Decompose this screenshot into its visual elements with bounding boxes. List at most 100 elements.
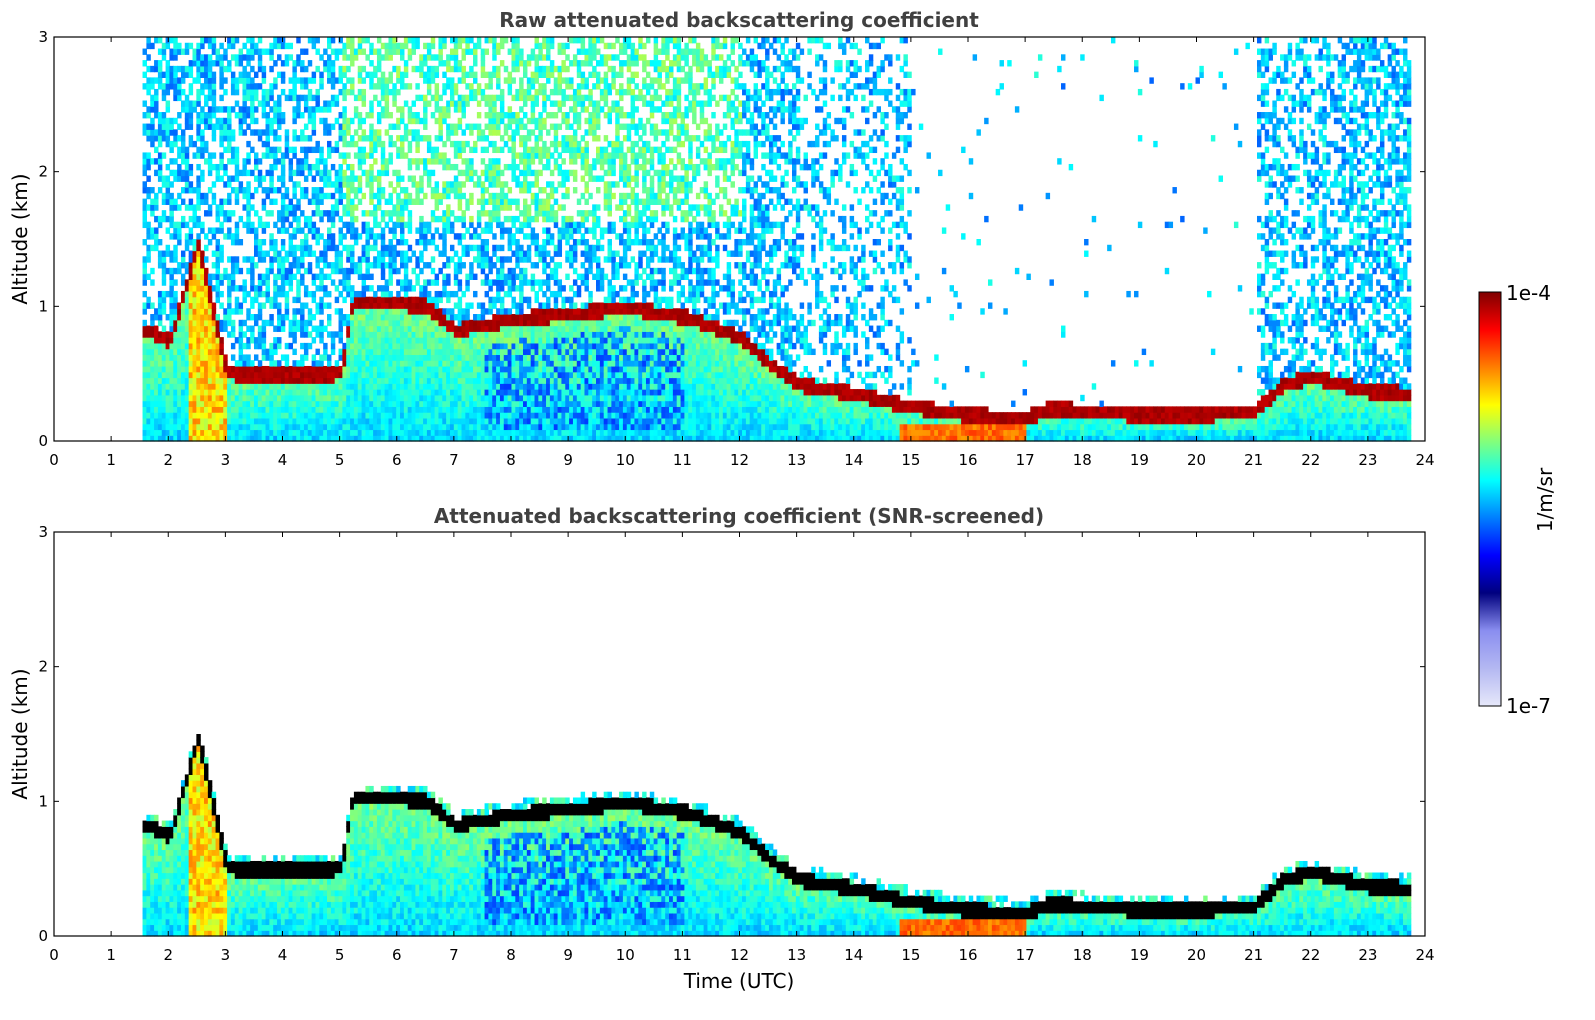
top-heatmap-cell	[423, 285, 428, 292]
top-heatmap-cell	[207, 273, 213, 280]
top-heatmap-cell	[334, 360, 340, 367]
top-heatmap-cell	[165, 331, 171, 338]
top-heatmap-cell	[303, 331, 309, 338]
top-heatmap-cell	[438, 435, 443, 442]
top-heatmap-cell	[400, 117, 405, 125]
top-heatmap-cell	[511, 233, 516, 240]
top-heatmap-cell	[503, 325, 509, 332]
top-heatmap-cell	[342, 233, 347, 240]
top-heatmap-cell	[142, 60, 147, 67]
top-heatmap-cell	[503, 417, 509, 425]
top-heatmap-cell	[184, 285, 190, 292]
top-heatmap-cell	[411, 360, 416, 367]
top-heatmap-cell	[146, 37, 151, 44]
top-heatmap-cell	[273, 198, 278, 205]
top-heatmap-cell	[296, 54, 301, 61]
top-heatmap-cell	[265, 412, 270, 419]
top-heatmap-cell	[357, 112, 363, 119]
top-heatmap-cell	[292, 412, 297, 419]
top-heatmap-cell	[223, 325, 228, 332]
top-heatmap-cell	[396, 417, 401, 425]
top-heatmap-cell	[146, 360, 151, 367]
top-heatmap-cell	[161, 48, 167, 55]
top-heatmap-cell	[423, 71, 428, 78]
top-heatmap-cell	[396, 389, 401, 396]
top-panel: 0 1 2 3 4 5 6 7 8 9 10 11 12 13 14 15 16 17 18 19 20 21 22 23 24…	[8, 28, 1435, 469]
top-heatmap-cell	[515, 412, 520, 419]
top-heatmap-cell	[361, 400, 367, 407]
top-heatmap-cell	[180, 319, 186, 327]
top-heatmap-cell	[342, 273, 347, 280]
top-heatmap-cell	[223, 77, 228, 84]
top-heatmap-cell	[142, 83, 147, 90]
top-heatmap-cell	[173, 94, 178, 102]
top-heatmap-cell	[384, 279, 390, 286]
top-heatmap-cell	[434, 146, 440, 154]
top-heatmap-cell	[419, 342, 424, 350]
top-heatmap-cell	[476, 400, 482, 407]
top-heatmap-cell	[419, 337, 424, 344]
top-heatmap-cell	[430, 389, 436, 396]
top-heatmap-cell	[511, 394, 516, 402]
top-heatmap-cell	[353, 215, 359, 223]
top-heatmap-cell	[265, 187, 270, 194]
top-heatmap-cell	[523, 169, 528, 177]
top-heatmap-cell	[523, 112, 528, 119]
top-heatmap-cell	[204, 146, 209, 154]
top-heatmap-cell	[415, 192, 420, 200]
top-heatmap-cell	[338, 233, 343, 240]
top-heatmap-cell	[342, 412, 347, 419]
top-heatmap-cell	[469, 215, 474, 223]
top-heatmap-cell	[530, 181, 536, 188]
top-heatmap-cell	[426, 394, 432, 402]
top-heatmap-cell	[192, 77, 197, 84]
top-heatmap-cell	[357, 383, 363, 390]
top-heatmap-cell	[323, 377, 328, 384]
top-heatmap-cell	[538, 42, 543, 50]
top-heatmap-cell	[376, 371, 382, 379]
top-heatmap-cell	[196, 308, 201, 315]
top-heatmap-cell	[196, 54, 201, 61]
top-heatmap-cell	[449, 371, 455, 379]
top-heatmap-cell	[307, 365, 313, 373]
top-heatmap-cell	[457, 106, 463, 113]
top-heatmap-cell	[476, 314, 482, 321]
top-heatmap-cell	[273, 135, 278, 142]
top-heatmap-cell	[300, 60, 305, 67]
top-heatmap-cell	[350, 337, 355, 344]
top-heatmap-cell	[180, 308, 186, 315]
top-heatmap-cell	[169, 400, 174, 407]
top-heatmap-cell	[449, 65, 455, 73]
top-heatmap-cell	[334, 94, 340, 102]
top-heatmap-cell	[380, 250, 386, 257]
top-heatmap-cell	[403, 267, 409, 275]
top-heatmap-cell	[200, 192, 205, 200]
top-heatmap-cell	[227, 308, 232, 315]
top-heatmap-cell	[188, 383, 194, 390]
top-heatmap-cell	[196, 250, 201, 257]
top-heatmap-cell	[157, 239, 163, 246]
top-heatmap-cell	[407, 383, 413, 390]
top-heatmap-cell	[342, 42, 347, 50]
top-heatmap-cell	[388, 112, 393, 119]
top-heatmap-cell	[180, 331, 186, 338]
top-heatmap-cell	[277, 112, 282, 119]
top-heatmap-cell	[526, 279, 532, 286]
top-heatmap-cell	[234, 389, 240, 396]
top-heatmap-cell	[496, 423, 501, 431]
top-heatmap-cell	[334, 412, 340, 419]
top-heatmap-cell	[407, 394, 413, 402]
top-heatmap-cell	[204, 112, 209, 119]
top-heatmap-cell	[488, 192, 493, 200]
top-heatmap-cell	[465, 383, 470, 390]
top-heatmap-cell	[484, 221, 490, 229]
top-heatmap-cell	[188, 302, 194, 309]
top-heatmap-cell	[519, 417, 524, 425]
top-heatmap-cell	[357, 152, 363, 159]
top-heatmap-cell	[507, 239, 513, 246]
top-heatmap-cell	[465, 319, 470, 327]
top-heatmap-cell	[204, 267, 209, 275]
top-heatmap-cell	[250, 100, 255, 107]
top-heatmap-cell	[327, 77, 332, 84]
top-heatmap-cell	[300, 435, 305, 442]
